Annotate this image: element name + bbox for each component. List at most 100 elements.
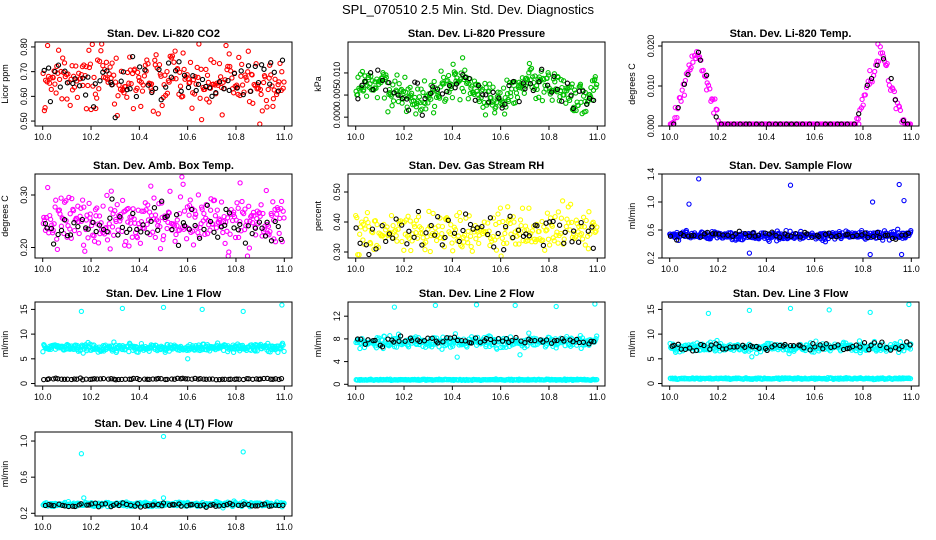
data-point bbox=[467, 233, 474, 239]
data-point bbox=[246, 245, 253, 251]
data-point bbox=[42, 105, 48, 111]
data-point bbox=[245, 69, 251, 75]
data-point bbox=[189, 376, 195, 382]
data-point bbox=[53, 197, 59, 203]
data-point bbox=[231, 70, 238, 77]
data-point bbox=[568, 92, 574, 98]
plot-frame bbox=[34, 41, 293, 127]
data-point bbox=[486, 81, 493, 87]
data-point bbox=[134, 234, 141, 241]
data-point bbox=[196, 233, 202, 239]
data-point bbox=[446, 82, 453, 89]
data-point bbox=[544, 227, 550, 233]
data-point bbox=[555, 240, 561, 246]
outlier-point bbox=[432, 302, 439, 309]
data-point bbox=[368, 73, 374, 79]
data-point bbox=[237, 218, 243, 225]
data-point bbox=[907, 375, 914, 382]
data-point bbox=[476, 240, 482, 247]
data-point bbox=[79, 216, 85, 223]
data-point bbox=[433, 237, 440, 244]
data-point bbox=[551, 73, 557, 80]
outlier-point bbox=[185, 356, 191, 362]
data-point bbox=[703, 72, 710, 78]
data-point bbox=[452, 70, 459, 77]
data-point bbox=[108, 79, 114, 86]
data-point bbox=[423, 106, 429, 112]
x-tick-label: 10.4 bbox=[131, 264, 149, 274]
data-point bbox=[278, 236, 284, 243]
data-point bbox=[55, 231, 61, 238]
data-point bbox=[222, 77, 228, 83]
data-point bbox=[553, 232, 559, 238]
data-point bbox=[566, 220, 572, 226]
data-point bbox=[95, 504, 102, 510]
data-point bbox=[232, 234, 239, 241]
data-point bbox=[109, 82, 115, 88]
data-point bbox=[86, 502, 92, 508]
data-point bbox=[148, 218, 154, 224]
data-point bbox=[369, 78, 375, 84]
data-point bbox=[159, 198, 165, 204]
data-point bbox=[379, 223, 385, 229]
data-point bbox=[134, 69, 141, 76]
data-point bbox=[249, 503, 255, 509]
data-point bbox=[61, 376, 68, 382]
data-point bbox=[143, 207, 149, 213]
data-point bbox=[252, 348, 258, 354]
data-point bbox=[568, 219, 575, 226]
data-point bbox=[203, 504, 209, 510]
data-point bbox=[279, 69, 285, 75]
data-point bbox=[276, 79, 282, 85]
data-point bbox=[360, 221, 366, 227]
data-point bbox=[868, 75, 875, 82]
data-point bbox=[506, 98, 512, 105]
data-point bbox=[777, 234, 783, 240]
data-point bbox=[395, 226, 401, 232]
data-point bbox=[195, 376, 201, 382]
data-point bbox=[787, 228, 793, 234]
data-point bbox=[813, 338, 819, 344]
data-point bbox=[584, 101, 590, 107]
data-point bbox=[249, 230, 255, 237]
data-point bbox=[408, 90, 415, 96]
data-point bbox=[379, 344, 386, 350]
data-point bbox=[567, 201, 574, 207]
data-point bbox=[487, 215, 494, 221]
data-point bbox=[862, 92, 868, 98]
data-point bbox=[714, 107, 720, 113]
data-point bbox=[456, 238, 462, 245]
data-point bbox=[70, 207, 77, 214]
data-point bbox=[362, 226, 368, 232]
data-point bbox=[46, 80, 53, 86]
data-point bbox=[772, 342, 778, 348]
data-point bbox=[276, 230, 282, 237]
data-point bbox=[511, 219, 517, 225]
data-point bbox=[545, 70, 551, 76]
data-point bbox=[415, 86, 421, 92]
data-point bbox=[84, 502, 90, 508]
data-point bbox=[515, 227, 522, 233]
data-point bbox=[797, 343, 803, 349]
data-point bbox=[112, 114, 118, 121]
data-point bbox=[370, 86, 376, 93]
data-point bbox=[520, 80, 526, 86]
outlier-point bbox=[279, 302, 285, 308]
data-point bbox=[198, 116, 205, 123]
data-point bbox=[241, 210, 247, 217]
data-point bbox=[67, 211, 73, 217]
data-point bbox=[151, 205, 158, 211]
outlier-point bbox=[867, 309, 873, 316]
data-point bbox=[539, 97, 546, 104]
data-point bbox=[889, 235, 896, 241]
outlier-point bbox=[592, 301, 598, 307]
data-point bbox=[539, 66, 545, 72]
x-tick-label: 11.0 bbox=[276, 522, 293, 532]
data-point bbox=[130, 206, 136, 212]
data-point bbox=[529, 228, 536, 234]
data-point bbox=[391, 229, 397, 235]
x-tick-label: 10.8 bbox=[227, 264, 245, 274]
data-point bbox=[216, 79, 223, 85]
data-point bbox=[201, 210, 207, 217]
data-point bbox=[145, 61, 151, 67]
